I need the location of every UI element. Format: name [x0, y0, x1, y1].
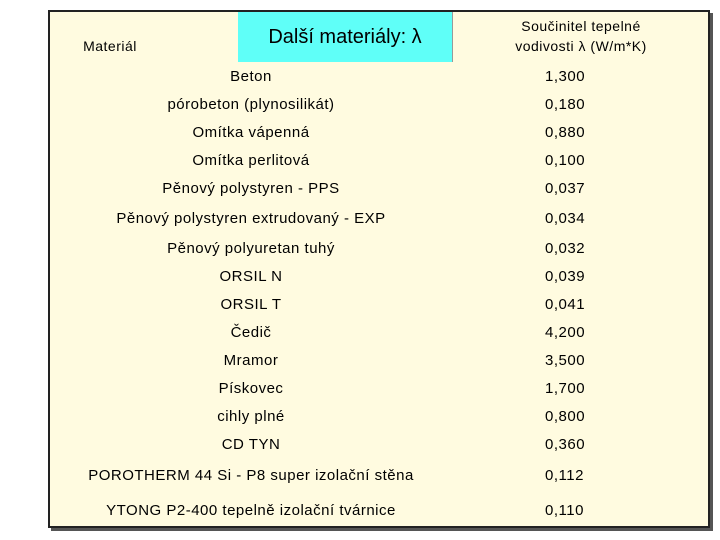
material-name: POROTHERM 44 Si - P8 super izolační stěn… [88, 467, 414, 484]
conductivity-value: 0,034 [545, 209, 586, 227]
material-name: Pěnový polyuretan tuhý [167, 239, 335, 257]
conductivity-value: 0,032 [545, 239, 586, 257]
material-name: Pískovec [218, 379, 284, 397]
table: Materiál Další materiály: λ Součinitel t… [48, 10, 710, 528]
conductivity-value: 1,700 [545, 379, 586, 397]
header-conductivity: Součinitel tepelné [521, 18, 641, 34]
header-highlight [238, 12, 452, 62]
material-name: ORSIL T [220, 295, 282, 313]
conductivity-value: 0,360 [545, 435, 586, 453]
material-name: CD TYN [221, 435, 281, 453]
header-other-materials: Další materiály: λ [268, 25, 422, 48]
conductivity-value: 0,110 [545, 502, 584, 519]
conductivity-value: 0,037 [545, 179, 586, 197]
material-name: Omítka vápenná [192, 123, 310, 141]
conductivity-value: 0,041 [545, 295, 586, 313]
material-name: Beton [230, 67, 272, 85]
header-conductivity: vodivosti λ (W/m*K) [515, 38, 647, 54]
conductivity-value: 1,300 [545, 67, 586, 85]
conductivity-value: 0,180 [545, 95, 586, 113]
conductivity-value: 3,500 [545, 351, 586, 369]
conductivity-value: 0,800 [545, 407, 586, 425]
conductivity-value: 0,112 [545, 467, 584, 484]
header-material: Materiál [83, 38, 137, 54]
conductivity-value: 0,039 [545, 267, 586, 285]
material-name: Omítka perlitová [192, 151, 310, 169]
header-separator [452, 12, 453, 62]
material-name: YTONG P2-400 tepelně izolační tvárnice [106, 502, 396, 519]
material-name: pórobeton (plynosilikát) [167, 95, 335, 113]
material-name: ORSIL N [219, 267, 283, 285]
material-name: cihly plné [217, 407, 285, 425]
conductivity-value: 4,200 [545, 323, 586, 341]
material-name: Mramor [223, 351, 279, 369]
material-name: Pěnový polystyren - PPS [162, 179, 340, 197]
conductivity-value: 0,100 [545, 151, 586, 169]
material-name: Pěnový polystyren extrudovaný - EXP [116, 209, 386, 227]
conductivity-value: 0,880 [545, 123, 586, 141]
material-name: Čedič [230, 323, 272, 341]
